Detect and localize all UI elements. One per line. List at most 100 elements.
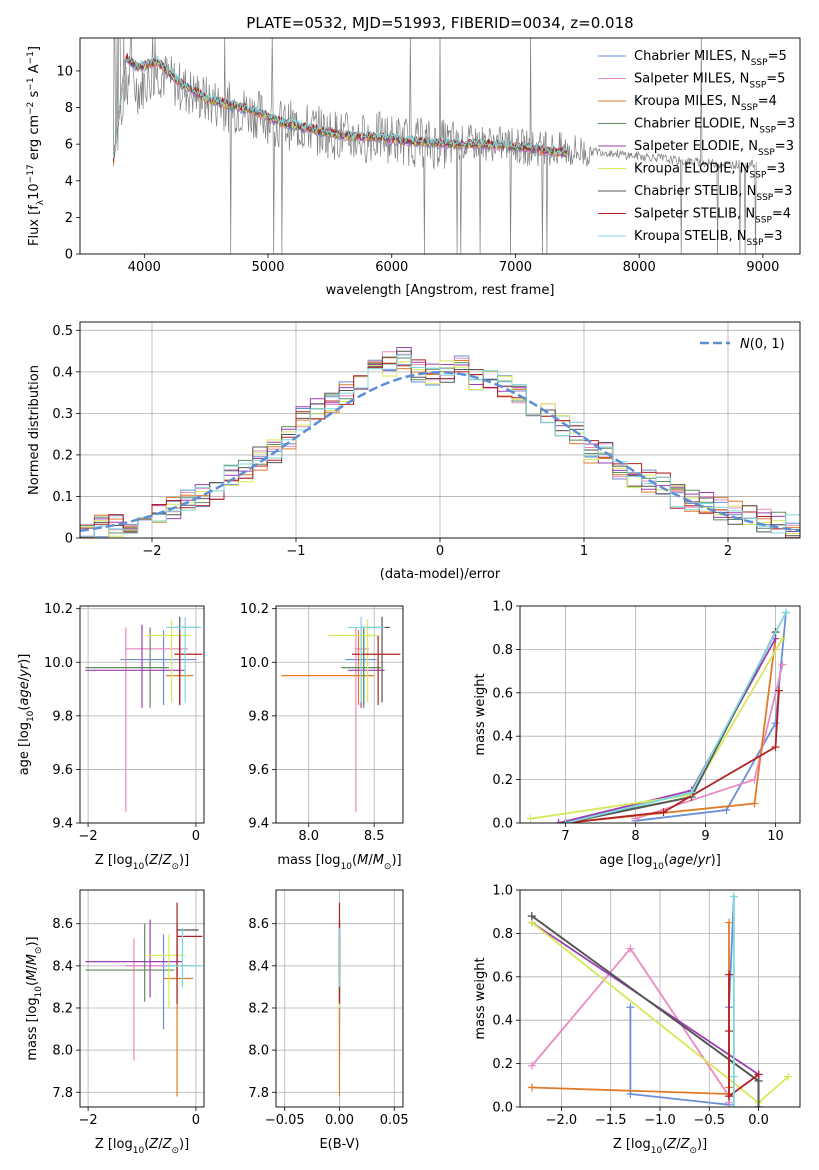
massweight-vs-Z-xlabel: Z [log10(Z/Z⊙)]: [613, 1137, 707, 1156]
massweight-vs-age-ytick-label: 0.2: [492, 773, 513, 788]
massweight-vs-age-ylabel: mass weight: [473, 673, 488, 755]
legend-entry-label: Salpeter ELODIE, NSSP=3: [634, 139, 794, 158]
age-vs-Z-ytick-label: 10.2: [44, 602, 73, 617]
massweight-vs-Z-xtick-label: 0.0: [748, 1113, 769, 1128]
massweight-vs-Z-ytick-label: 0.0: [492, 1101, 513, 1116]
age-vs-mass-errorbar-point: [348, 616, 385, 703]
spectrum-ytick-label: 0: [65, 248, 73, 263]
massweight-vs-age-xlabel: age [log10(age/yr)]: [599, 853, 721, 872]
legend-entry-label: Chabrier STELIB, NSSP=3: [634, 184, 792, 203]
residuals-ytick-label: 0.4: [52, 365, 73, 380]
spectrum-xtick-label: 7000: [499, 260, 532, 275]
mass-vs-Z-xlabel: Z [log10(Z/Z⊙)]: [95, 1137, 189, 1156]
age-vs-mass-ytick-label: 9.6: [248, 763, 269, 778]
massweight-vs-age-point-marker: [782, 608, 790, 617]
massweight-vs-age-point-marker: [554, 819, 563, 823]
age-vs-mass-ytick-label: 9.4: [248, 817, 269, 832]
massweight-vs-Z-point-marker: [784, 1072, 793, 1081]
massweight-vs-age-xtick-label: 7: [561, 829, 569, 844]
legend-entry-label: Kroupa ELODIE, NSSP=3: [634, 162, 785, 181]
residuals-ylabel: Normed distribution: [27, 365, 42, 495]
residuals-plot-area: [80, 347, 800, 538]
legend-entry-label: Kroupa MILES, NSSP=4: [634, 94, 777, 113]
massweight-vs-Z-xtick-label: −1.0: [644, 1113, 676, 1128]
age-vs-Z-errorbar-point: [125, 627, 188, 813]
age-vs-Z-errorbar-point: [85, 624, 186, 708]
age-vs-mass-plot-area: [281, 616, 401, 813]
massweight-vs-age-series-line: [565, 612, 787, 823]
age-vs-Z-frame: [79, 605, 205, 824]
massweight-vs-age-ytick-label: 0.8: [492, 643, 513, 658]
massweight-vs-Z-point-marker: [527, 1061, 536, 1070]
legend-entry-label: Salpeter MILES, NSSP=5: [634, 72, 785, 91]
age-vs-mass-errorbar-point: [351, 635, 401, 706]
massweight-vs-Z-point-marker: [725, 1092, 734, 1101]
mass-vs-Z-errorbar-point: [147, 934, 186, 1008]
age-vs-mass-xtick-label: 8.5: [364, 829, 385, 844]
age-vs-Z-axes: −2 0 9.4 9.6 9.8 10.0 10.2 Z [log10(Z/Z⊙)] age […: [17, 602, 205, 872]
spectrum-xtick-label: 8000: [623, 260, 656, 275]
massweight-vs-age-point-marker: [722, 805, 731, 814]
mass-vs-Z-errorbar-point: [125, 934, 196, 1030]
mass-vs-Z-plot-area: [85, 902, 203, 1097]
spectrum-ytick-label: 4: [65, 174, 73, 189]
massweight-vs-Z-point-marker: [527, 1083, 536, 1092]
spectrum-ytick-label: 8: [65, 101, 73, 116]
massweight-vs-Z-point-marker: [527, 912, 536, 921]
mass-vs-Z-errorbar-point: [85, 919, 183, 998]
massweight-vs-age-xtick-label: 8: [631, 829, 639, 844]
age-vs-Z-errorbar-point: [147, 619, 191, 703]
massweight-vs-age-series-line: [558, 631, 777, 823]
mass-vs-Z-ytick-label: 8.6: [52, 917, 73, 932]
residuals-xtick-label: 0: [436, 544, 444, 559]
spectrum-xtick-label: 5000: [251, 260, 284, 275]
mass-vs-ebv-ytick-label: 8.4: [248, 959, 269, 974]
massweight-vs-Z-point-marker: [725, 970, 734, 979]
massweight-vs-Z-plot-area: [527, 892, 793, 1107]
legend-entry-label: Chabrier ELODIE, NSSP=3: [634, 117, 795, 136]
massweight-vs-age-point-marker: [750, 799, 759, 808]
residuals-ytick-label: 0.3: [52, 407, 73, 422]
massweight-vs-Z-ytick-label: 0.8: [492, 927, 513, 942]
massweight-vs-Z-xtick-label: −2.0: [546, 1113, 578, 1128]
massweight-vs-Z-point-marker: [725, 918, 734, 927]
mass-vs-Z-errorbar-point: [176, 923, 199, 977]
massweight-vs-age-series-line: [530, 638, 784, 820]
age-vs-mass-errorbar-point: [354, 627, 369, 813]
mass-vs-Z-errorbar-point: [176, 902, 203, 1004]
spectrum-xtick-label: 9000: [746, 260, 779, 275]
age-vs-Z-ytick-label: 9.4: [52, 817, 73, 832]
residuals-xtick-label: 2: [724, 544, 732, 559]
massweight-vs-age-series-line: [558, 638, 777, 823]
mass-vs-ebv-xtick-label: 0.05: [380, 1113, 409, 1128]
figure-title: PLATE=0532, MJD=51993, FIBERID=0034, z=0…: [246, 14, 633, 32]
mass-vs-Z-errorbar-point: [166, 927, 202, 987]
mass-vs-ebv-xlabel: E(B-V): [319, 1137, 359, 1152]
spectrum-ytick-label: 6: [65, 138, 73, 153]
mass-vs-Z-xtick-label: −2: [79, 1113, 98, 1128]
massweight-vs-Z-point-marker: [729, 1103, 738, 1107]
mass-vs-ebv-ytick-label: 8.2: [248, 1001, 269, 1016]
massweight-vs-age-point-marker: [659, 808, 668, 817]
massweight-vs-Z-point-marker: [626, 1003, 635, 1012]
massweight-vs-Z-ytick-label: 1.0: [492, 884, 513, 899]
massweight-vs-age-point-marker: [778, 634, 787, 643]
mass-vs-ebv-ytick-label: 7.8: [248, 1086, 269, 1101]
massweight-vs-age-xtick-label: 9: [701, 829, 709, 844]
mass-vs-ebv-frame: [275, 889, 404, 1108]
observed-spectrum-line: [113, 38, 757, 254]
age-vs-Z-plot-area: [85, 616, 203, 813]
spectrum-xtick-label: 4000: [128, 260, 161, 275]
age-vs-mass-ytick-label: 10.2: [240, 602, 269, 617]
massweight-vs-age-ytick-label: 0.0: [492, 817, 513, 832]
age-vs-mass-xlabel: mass [log10(M/M⊙)]: [277, 853, 401, 872]
spectrum-axes: 4000 5000 6000 7000 8000 9000 0 2 4 6 8 10 wavelengt…: [26, 37, 801, 298]
age-vs-mass-errorbar-point: [328, 619, 377, 703]
mass-vs-Z-errorbar-point: [125, 938, 188, 1061]
residuals-ytick-label: 0.2: [52, 448, 73, 463]
normal-reference-curve: [80, 371, 800, 532]
massweight-vs-age-point-marker: [771, 719, 780, 728]
massweight-vs-age-series-line: [565, 631, 777, 823]
residuals-ytick-label: 0.5: [52, 324, 73, 339]
